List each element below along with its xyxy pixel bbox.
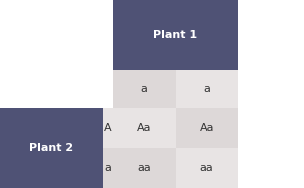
Bar (113, 0, 238, 70)
Text: A: A (104, 123, 112, 133)
Bar (0, 108, 103, 188)
Bar (175, 148, 238, 188)
Bar (113, 70, 175, 108)
Text: a: a (141, 84, 148, 94)
Text: Plant 1: Plant 1 (154, 30, 198, 40)
Bar (113, 108, 175, 148)
Text: aa: aa (137, 163, 151, 173)
Bar (103, 108, 113, 148)
Text: Plant 2: Plant 2 (29, 143, 74, 153)
Bar (175, 70, 238, 108)
Bar (175, 108, 238, 148)
Bar (113, 148, 175, 188)
Text: a: a (105, 163, 112, 173)
Bar (103, 148, 113, 188)
Text: Aa: Aa (137, 123, 151, 133)
Text: aa: aa (200, 163, 214, 173)
Text: a: a (203, 84, 210, 94)
Text: Aa: Aa (199, 123, 214, 133)
